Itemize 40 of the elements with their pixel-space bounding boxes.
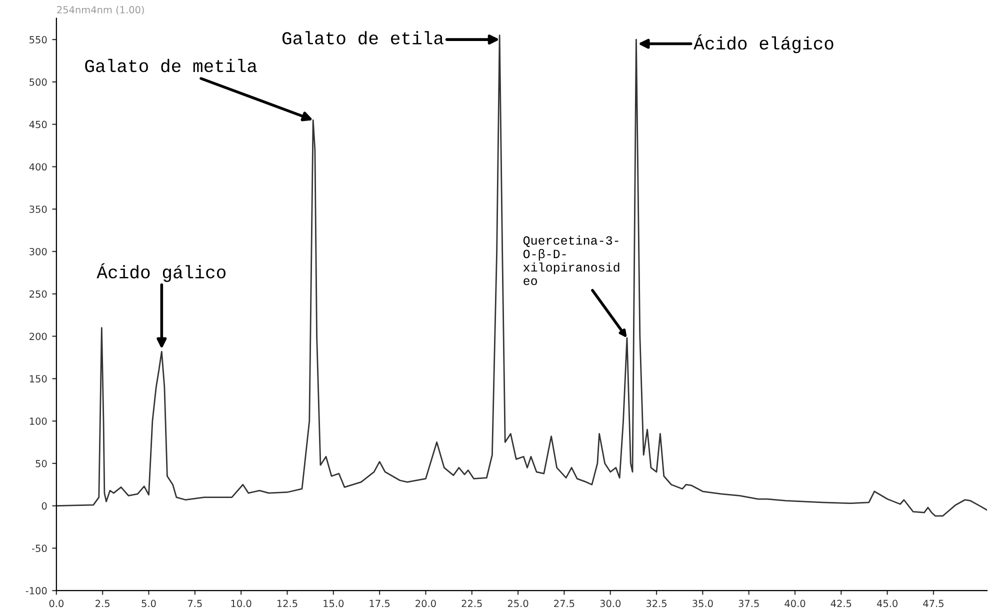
- x-tick-label: 40.0: [784, 600, 806, 608]
- y-tick-label: 250: [30, 290, 47, 298]
- annotation: Ácido gálico: [96, 263, 226, 282]
- chart-title: 254nm4nm (1.00): [57, 6, 144, 15]
- x-tick-label: 12.5: [277, 600, 298, 608]
- x-tick-label: 37.5: [738, 600, 759, 608]
- x-tick-label: 35.0: [692, 600, 713, 608]
- x-tick-label: 2.5: [96, 600, 110, 608]
- x-tick-label: 0.0: [49, 600, 64, 608]
- annotation: Galato de metila: [85, 58, 257, 72]
- x-tick-label: 30.0: [600, 600, 621, 608]
- x-tick-label: 22.5: [462, 600, 482, 608]
- x-tick-label: 17.5: [370, 600, 390, 608]
- x-tick-label: 45.0: [876, 600, 898, 608]
- x-tick-label: 42.5: [830, 600, 852, 608]
- y-tick-label: 450: [29, 120, 47, 128]
- x-tick-label: 47.5: [923, 600, 944, 608]
- y-tick-label: 350: [30, 206, 47, 213]
- y-tick-label: -50: [32, 544, 47, 552]
- y-tick-label: 50: [36, 460, 47, 468]
- x-tick-label: 15.0: [324, 600, 344, 608]
- annotation: Ácido elágico: [694, 34, 834, 54]
- x-tick-label: 32.5: [646, 600, 666, 608]
- x-tick-label: 27.5: [554, 600, 574, 608]
- y-tick-label: 550: [30, 36, 47, 44]
- x-tick-label: 5.0: [142, 600, 156, 608]
- x-tick-label: 7.5: [188, 600, 202, 608]
- y-tick-label: 400: [29, 163, 47, 171]
- x-tick-label: 10.0: [231, 600, 252, 608]
- y-tick-label: 300: [30, 248, 47, 256]
- annotation: Quercetina-3- O-β-D- xilopiranosid eo: [523, 236, 620, 286]
- y-tick-label: 200: [30, 332, 47, 340]
- y-tick-label: 150: [30, 375, 47, 382]
- x-tick-label: 25.0: [508, 600, 528, 608]
- y-tick-label: 0: [42, 502, 47, 510]
- y-tick-label: -100: [26, 587, 47, 594]
- y-tick-label: 500: [30, 78, 47, 86]
- x-tick-label: 20.0: [416, 600, 436, 608]
- annotation: Galato de etila: [282, 31, 444, 44]
- y-tick-label: 100: [30, 418, 47, 425]
